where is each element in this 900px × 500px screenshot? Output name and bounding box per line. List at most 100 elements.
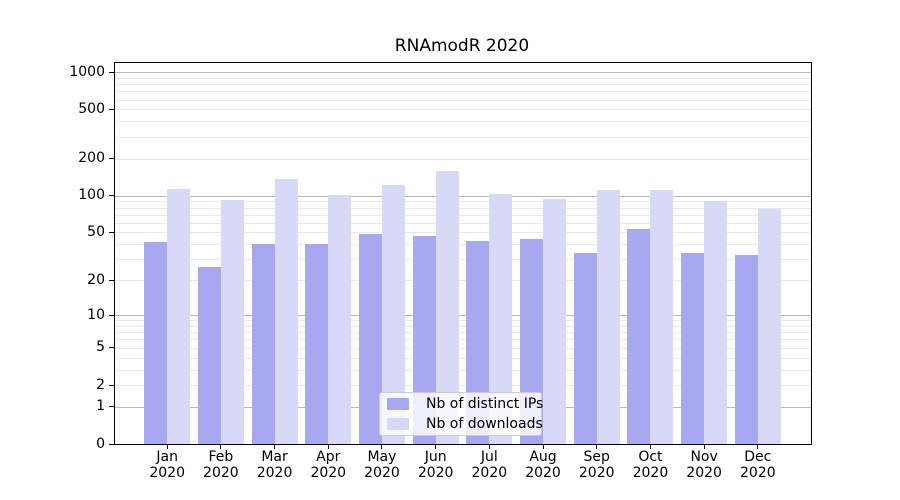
bar-downloads-jun bbox=[435, 170, 459, 445]
x-label-mar: Mar 2020 bbox=[256, 449, 293, 481]
bar-downloads-jul bbox=[489, 194, 513, 445]
gridline-minor-500 bbox=[113, 109, 812, 111]
gridline-minor-80 bbox=[113, 207, 812, 209]
bar-downloads-mar bbox=[274, 178, 298, 445]
bar-downloads-feb bbox=[220, 199, 244, 445]
gridline-minor-6 bbox=[113, 339, 812, 341]
legend-item-distinct-ips: Nb of distinct IPs bbox=[386, 396, 543, 413]
y-tick-500 bbox=[109, 108, 114, 110]
legend-label-distinct-ips: Nb of distinct IPs bbox=[426, 396, 544, 413]
x-tick-apr bbox=[327, 444, 329, 449]
legend-item-downloads: Nb of downloads bbox=[386, 416, 543, 433]
x-label-aug: Aug 2020 bbox=[525, 449, 561, 481]
gridline-minor-800 bbox=[113, 84, 812, 86]
gridline-minor-5 bbox=[113, 347, 812, 349]
bar-distinct-ips-oct bbox=[627, 228, 651, 445]
gridline-minor-4 bbox=[113, 357, 812, 359]
bar-downloads-sep bbox=[596, 189, 620, 445]
gridline-minor-20 bbox=[113, 280, 812, 282]
x-tick-jun bbox=[435, 444, 437, 449]
gridline-minor-60 bbox=[113, 222, 812, 224]
bar-downloads-may bbox=[381, 185, 405, 445]
x-label-dec: Dec 2020 bbox=[739, 449, 776, 481]
x-label-feb: Feb 2020 bbox=[203, 449, 239, 481]
gridline-minor-300 bbox=[113, 136, 812, 138]
y-tick-label-200: 200 bbox=[78, 150, 105, 167]
y-tick-label-10: 10 bbox=[87, 306, 105, 323]
gridline-minor-8 bbox=[113, 325, 812, 327]
y-tick-0 bbox=[109, 443, 114, 445]
gridline-minor-30 bbox=[113, 259, 812, 261]
bar-distinct-ips-dec bbox=[734, 254, 758, 445]
gridline-minor-40 bbox=[113, 244, 812, 246]
bar-distinct-ips-feb bbox=[197, 266, 221, 445]
bar-downloads-nov bbox=[704, 201, 728, 445]
y-tick-label-1000: 1000 bbox=[69, 63, 105, 80]
x-tick-may bbox=[381, 444, 383, 449]
x-label-may: May 2020 bbox=[364, 449, 400, 481]
gridline-minor-700 bbox=[113, 91, 812, 93]
x-tick-feb bbox=[220, 444, 222, 449]
y-tick-5 bbox=[109, 347, 114, 349]
gridline-major-1000 bbox=[113, 72, 812, 74]
legend: Nb of distinct IPs Nb of downloads bbox=[379, 392, 543, 436]
bar-distinct-ips-nov bbox=[681, 252, 705, 445]
y-tick-label-0: 0 bbox=[96, 435, 105, 452]
x-tick-dec bbox=[757, 444, 759, 449]
y-tick-2 bbox=[109, 384, 114, 386]
legend-swatch-distinct-ips bbox=[387, 398, 409, 411]
x-label-sep: Sep 2020 bbox=[578, 449, 615, 481]
y-tick-label-2: 2 bbox=[96, 376, 105, 393]
x-tick-jul bbox=[488, 444, 490, 449]
x-tick-mar bbox=[274, 444, 276, 449]
x-label-jun: Jun 2020 bbox=[417, 449, 454, 481]
bar-distinct-ips-apr bbox=[305, 244, 329, 445]
y-tick-label-5: 5 bbox=[96, 339, 105, 356]
gridline-minor-3 bbox=[113, 369, 812, 371]
gridline-minor-7 bbox=[113, 332, 812, 334]
bar-downloads-apr bbox=[328, 194, 352, 445]
x-label-nov: Nov 2020 bbox=[686, 449, 722, 481]
y-tick-label-500: 500 bbox=[78, 100, 105, 117]
y-tick-label-1: 1 bbox=[96, 398, 105, 415]
gridline-minor-70 bbox=[113, 214, 812, 216]
y-tick-100 bbox=[109, 195, 114, 197]
gridline-major-10 bbox=[113, 315, 812, 317]
y-tick-label-50: 50 bbox=[87, 223, 105, 240]
gridline-minor-400 bbox=[113, 121, 812, 123]
y-tick-1000 bbox=[109, 71, 114, 73]
bar-downloads-oct bbox=[650, 189, 674, 445]
x-label-jan: Jan 2020 bbox=[149, 449, 185, 481]
bar-downloads-dec bbox=[757, 209, 781, 445]
gridline-minor-9 bbox=[113, 320, 812, 322]
y-tick-20 bbox=[109, 279, 114, 281]
x-label-apr: Apr 2020 bbox=[310, 449, 347, 481]
gridline-minor-90 bbox=[113, 201, 812, 203]
bar-distinct-ips-sep bbox=[573, 252, 597, 445]
x-tick-aug bbox=[542, 444, 544, 449]
x-tick-nov bbox=[703, 444, 705, 449]
chart-title: RNAmodR 2020 bbox=[394, 36, 530, 56]
gridline-major-100 bbox=[113, 195, 812, 197]
x-tick-jan bbox=[166, 444, 168, 449]
gridline-minor-200 bbox=[113, 158, 812, 160]
x-tick-oct bbox=[649, 444, 651, 449]
plot-area bbox=[113, 62, 812, 445]
bar-distinct-ips-may bbox=[358, 233, 382, 445]
gridline-minor-600 bbox=[113, 99, 812, 101]
bar-distinct-ips-mar bbox=[251, 244, 275, 445]
bar-downloads-aug bbox=[543, 198, 567, 445]
y-tick-label-20: 20 bbox=[87, 271, 105, 288]
gridline-minor-2 bbox=[113, 385, 812, 387]
y-tick-1 bbox=[109, 406, 114, 408]
legend-swatch-downloads bbox=[387, 417, 409, 430]
gridline-minor-50 bbox=[113, 232, 812, 234]
x-tick-sep bbox=[596, 444, 598, 449]
y-tick-50 bbox=[109, 231, 114, 233]
y-tick-200 bbox=[109, 158, 114, 160]
legend-label-downloads: Nb of downloads bbox=[426, 415, 543, 432]
gridline-minor-900 bbox=[113, 77, 812, 79]
bar-distinct-ips-jan bbox=[144, 241, 168, 445]
x-label-oct: Oct 2020 bbox=[632, 449, 669, 481]
